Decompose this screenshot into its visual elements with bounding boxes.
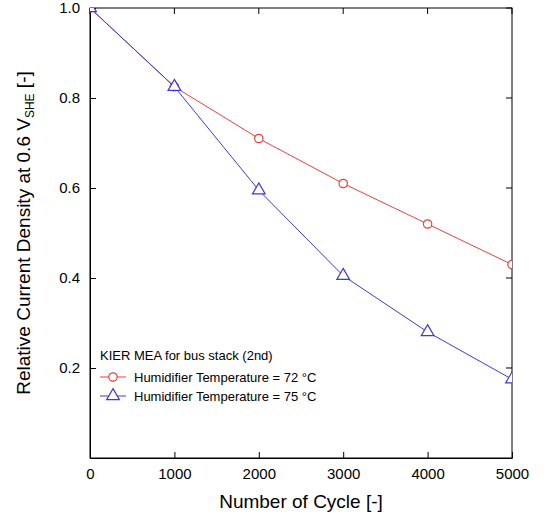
x-tick: 5000 xyxy=(496,452,529,482)
legend: KIER MEA for bus stack (2nd) Humidifier T… xyxy=(100,348,316,404)
x-tick: 1000 xyxy=(158,452,191,482)
y-axis-title-subscript: SHE xyxy=(23,93,37,118)
x-axis-title: Number of Cycle [-] xyxy=(219,491,383,512)
x-tick: 2000 xyxy=(243,452,276,482)
y-axis-line xyxy=(90,9,91,459)
x-tick-label: 1000 xyxy=(158,465,191,482)
series-line xyxy=(90,8,512,265)
legend-entry: Humidifier Temperature = 75 °C xyxy=(100,389,316,404)
plot: 0 1000 2000 3000 4000 5000 0.2 0.4 0.6 0.8 1.0 KIER… xyxy=(59,0,529,482)
y-axis-title-main: Relative Current Density at 0.6 V xyxy=(13,118,34,395)
x-tick: 3000 xyxy=(327,452,360,482)
series-marker xyxy=(339,179,347,187)
x-axis: 0 1000 2000 3000 4000 5000 xyxy=(86,452,529,482)
legend-label: Humidifier Temperature = 72 °C xyxy=(134,370,316,385)
y-tick-mark-right xyxy=(506,98,512,99)
x-tick-label: 4000 xyxy=(411,465,444,482)
x-tick-mark-top xyxy=(343,8,344,14)
legend-marker xyxy=(107,389,120,400)
y-tick-mark xyxy=(90,98,96,99)
y-tick: 0.4 xyxy=(59,269,96,286)
series-marker xyxy=(508,260,512,268)
y-tick-mark xyxy=(90,278,96,279)
x-tick-mark xyxy=(259,452,260,458)
x-tick-mark xyxy=(343,452,344,458)
legend-marker xyxy=(109,373,117,381)
y-tick: 0.2 xyxy=(59,359,96,376)
x-tick-label: 3000 xyxy=(327,465,360,482)
y-tick-mark xyxy=(90,188,96,189)
y-axis: 0.2 0.4 0.6 0.8 1.0 xyxy=(59,0,96,459)
x-tick-label: 5000 xyxy=(496,465,529,482)
x-tick-mark-top xyxy=(512,8,513,14)
series-marker xyxy=(337,268,350,279)
y-axis-title: Relative Current Density at 0.6 VSHE [-] xyxy=(13,71,37,395)
x-tick-mark xyxy=(174,452,175,458)
series-marker xyxy=(506,372,512,383)
y-tick: 0.6 xyxy=(59,179,96,196)
series-marker xyxy=(421,325,434,336)
series-group xyxy=(90,8,512,383)
y-tick-mark-right xyxy=(506,368,512,369)
series-marker xyxy=(168,79,181,90)
y-tick-mark-right xyxy=(506,8,512,9)
y-tick-mark-right xyxy=(506,278,512,279)
y-tick-label: 1.0 xyxy=(59,0,80,16)
series-marker xyxy=(255,134,263,142)
x-tick-mark-top xyxy=(174,8,175,14)
y-tick: 1.0 xyxy=(59,0,96,16)
series-marker xyxy=(90,8,96,12)
x-tick-label: 2000 xyxy=(243,465,276,482)
y-tick-label: 0.2 xyxy=(59,359,80,376)
y-axis-title-suffix: [-] xyxy=(13,71,34,93)
series-marker xyxy=(252,183,265,194)
legend-entry: Humidifier Temperature = 72 °C xyxy=(100,370,316,385)
x-tick-mark-top xyxy=(427,8,428,14)
y-tick-mark xyxy=(90,368,96,369)
plot-frame xyxy=(90,8,512,458)
y-tick-label: 0.6 xyxy=(59,179,80,196)
x-axis-line xyxy=(91,458,513,459)
x-tick-label: 0 xyxy=(86,465,94,482)
y-tick: 0.8 xyxy=(59,89,96,106)
x-tick-mark-top xyxy=(258,8,259,14)
x-tick-mark xyxy=(512,452,513,458)
y-tick-label: 0.4 xyxy=(59,269,80,286)
annotation: KIER MEA for bus stack (2nd) xyxy=(100,348,273,363)
y-tick-label: 0.8 xyxy=(59,89,80,106)
x-tick-mark xyxy=(428,452,429,458)
legend-label: Humidifier Temperature = 75 °C xyxy=(134,389,316,404)
x-tick: 4000 xyxy=(411,452,444,482)
series-line xyxy=(90,8,512,379)
series-marker xyxy=(423,220,431,228)
y-tick-mark-right xyxy=(506,188,512,189)
